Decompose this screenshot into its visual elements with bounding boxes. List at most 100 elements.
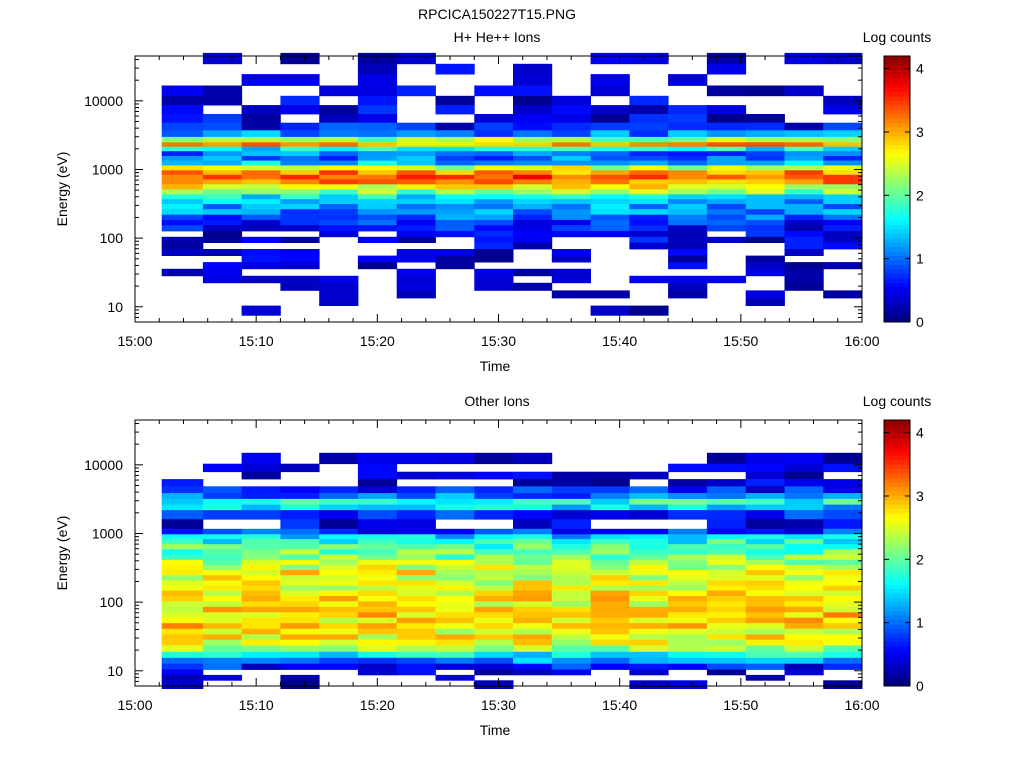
spectrogram-cell bbox=[668, 290, 708, 299]
spectrogram-cell bbox=[280, 463, 320, 473]
spectrogram-cell bbox=[629, 657, 669, 664]
spectrogram-cell bbox=[357, 209, 398, 216]
spectrogram-cell bbox=[280, 549, 320, 555]
spectrogram-cell bbox=[706, 165, 747, 171]
spectrogram-cell bbox=[551, 493, 591, 500]
spectrogram-cell bbox=[435, 95, 475, 106]
spectrogram-cell bbox=[513, 534, 553, 540]
spectrogram-cell bbox=[745, 596, 785, 602]
spectrogram-cell bbox=[241, 142, 281, 148]
spectrogram-cell bbox=[513, 174, 553, 180]
spectrogram-cell bbox=[823, 219, 863, 226]
spectrogram-cell bbox=[551, 219, 591, 226]
x-tick-label: 15:20 bbox=[360, 333, 395, 349]
spectrogram-cell bbox=[823, 189, 863, 195]
spectrogram-cell bbox=[396, 539, 436, 545]
spectrogram-cell bbox=[513, 539, 553, 545]
spectrogram-cell bbox=[513, 189, 553, 195]
spectrogram-cell bbox=[629, 231, 669, 238]
spectrogram-cell bbox=[435, 209, 475, 216]
spectrogram-cell bbox=[823, 225, 863, 232]
spectrogram-cell bbox=[161, 657, 204, 664]
colorbar-segment bbox=[884, 561, 910, 567]
colorbar-segment bbox=[884, 588, 910, 594]
colorbar-segment bbox=[884, 677, 910, 682]
spectrogram-cell bbox=[706, 122, 747, 131]
spectrogram-cell bbox=[706, 580, 747, 586]
colorbar-tick-label: 1 bbox=[916, 615, 924, 631]
spectrogram-cell bbox=[551, 479, 591, 487]
spectrogram-cell bbox=[474, 471, 514, 480]
spectrogram-cell bbox=[241, 225, 281, 232]
spectrogram-cell bbox=[706, 486, 747, 494]
spectrogram-cell bbox=[784, 189, 824, 195]
spectrogram-cell bbox=[668, 262, 708, 270]
spectrogram-cell bbox=[784, 663, 824, 670]
colorbar-segment bbox=[884, 153, 910, 159]
spectrogram-cell bbox=[280, 585, 320, 592]
spectrogram-cell bbox=[590, 539, 630, 545]
spectrogram-cell bbox=[474, 657, 514, 664]
spectrogram-cell bbox=[319, 179, 359, 185]
spectrogram-cell bbox=[668, 184, 708, 190]
colorbar-segment bbox=[884, 473, 910, 479]
spectrogram-cell bbox=[396, 570, 436, 576]
spectrogram-cell bbox=[396, 249, 436, 256]
spectrogram-cell bbox=[202, 570, 243, 576]
spectrogram-cell bbox=[590, 544, 630, 550]
spectrogram-cell bbox=[280, 590, 320, 597]
spectrogram-cell bbox=[629, 554, 669, 561]
spectrogram-cell bbox=[706, 606, 747, 613]
spectrogram-cell bbox=[161, 504, 204, 511]
spectrogram-cell bbox=[396, 174, 436, 180]
spectrogram-cell bbox=[513, 74, 553, 86]
colorbar-segment bbox=[884, 131, 910, 137]
colorbar-segment bbox=[884, 597, 910, 603]
spectrogram-cell bbox=[280, 255, 320, 263]
spectrogram-cell bbox=[784, 498, 824, 505]
spectrogram-cell bbox=[396, 510, 436, 520]
spectrogram-cell bbox=[161, 559, 204, 566]
spectrogram-cell bbox=[590, 510, 630, 520]
spectrogram-cell bbox=[551, 623, 591, 630]
spectrogram-cell bbox=[590, 585, 630, 592]
spectrogram-cell bbox=[319, 486, 359, 494]
spectrogram-cell bbox=[513, 95, 553, 106]
spectrogram-cell bbox=[474, 570, 514, 576]
spectrogram-cell bbox=[435, 471, 475, 480]
spectrogram-cell bbox=[513, 549, 553, 555]
colorbar-tick-label: 2 bbox=[916, 187, 924, 203]
spectrogram-cell bbox=[668, 204, 708, 210]
colorbar-segment bbox=[884, 91, 910, 97]
spectrogram-cell bbox=[745, 209, 785, 216]
spectrogram-cell bbox=[590, 146, 630, 152]
spectrogram-cell bbox=[202, 534, 243, 540]
spectrogram-cell bbox=[823, 209, 863, 216]
spectrogram-cell bbox=[319, 498, 359, 505]
spectrogram-cell bbox=[357, 634, 398, 641]
colorbar-segment bbox=[884, 104, 910, 110]
x-tick-label: 15:00 bbox=[117, 333, 152, 349]
spectrogram-cell bbox=[629, 156, 669, 161]
spectrogram-cell bbox=[357, 534, 398, 540]
spectrogram-cell bbox=[319, 122, 359, 131]
spectrogram-cell bbox=[668, 174, 708, 180]
spectrogram-cell bbox=[474, 617, 514, 624]
spectrogram-cell bbox=[435, 179, 475, 185]
y-axis-label: Energy (eV) bbox=[54, 516, 70, 591]
spectrogram-cell bbox=[513, 590, 553, 597]
spectrogram-cell bbox=[668, 580, 708, 586]
spectrogram-cell bbox=[202, 559, 243, 566]
spectrogram-cell bbox=[280, 151, 320, 157]
x-tick-label: 15:30 bbox=[481, 333, 516, 349]
colorbar-segment bbox=[884, 650, 910, 656]
spectrogram-cell bbox=[551, 639, 591, 646]
spectrogram-cell bbox=[668, 554, 708, 561]
spectrogram-cell bbox=[513, 242, 553, 250]
spectrogram-cell bbox=[280, 52, 320, 65]
spectrogram-cell bbox=[161, 628, 204, 635]
spectrogram-cell bbox=[590, 130, 630, 138]
spectrogram-cell bbox=[784, 136, 824, 143]
spectrogram-cell bbox=[319, 554, 359, 561]
spectrogram-cell bbox=[745, 231, 785, 238]
